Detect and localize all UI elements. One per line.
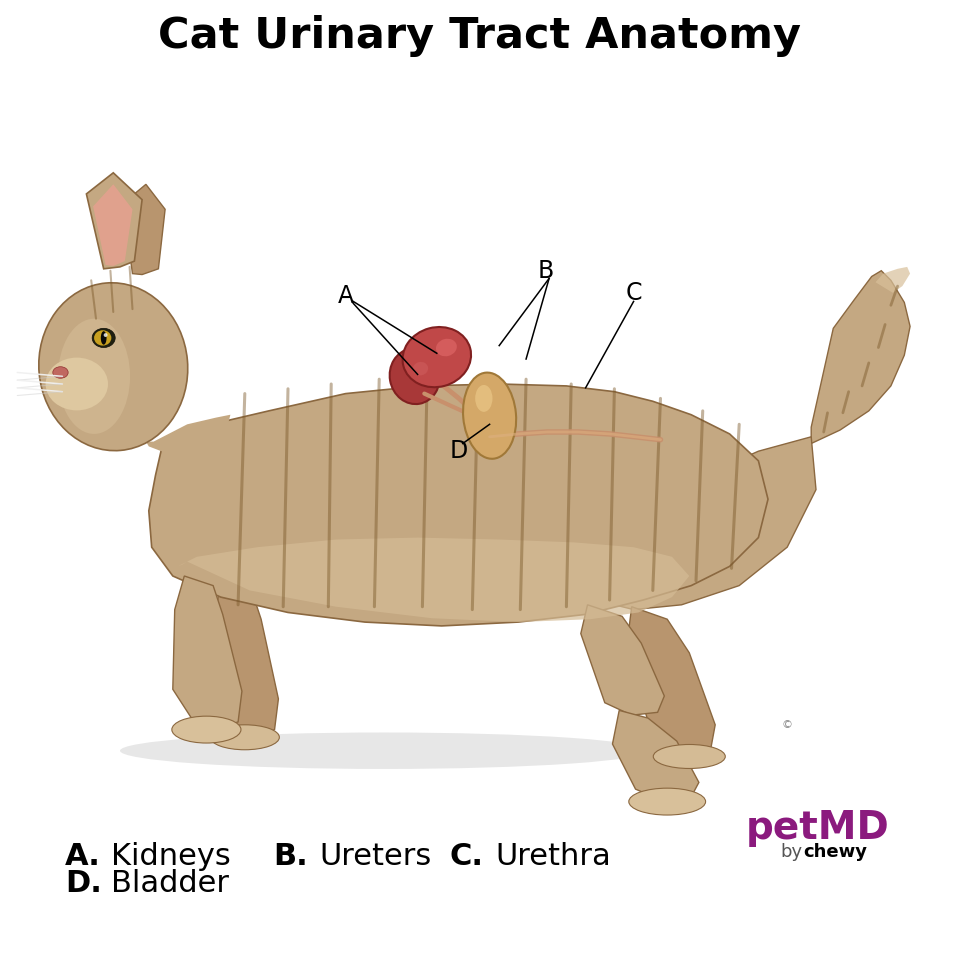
Polygon shape xyxy=(626,607,715,756)
Text: ©: © xyxy=(781,720,793,730)
Polygon shape xyxy=(149,384,768,626)
Text: C.: C. xyxy=(449,842,483,871)
Ellipse shape xyxy=(402,327,471,387)
Ellipse shape xyxy=(92,328,115,348)
Ellipse shape xyxy=(413,362,428,375)
Polygon shape xyxy=(86,173,142,269)
Polygon shape xyxy=(612,710,699,802)
Text: by: by xyxy=(780,844,803,861)
Text: petMD: petMD xyxy=(746,808,890,847)
Text: Kidneys: Kidneys xyxy=(111,842,231,871)
Text: B.: B. xyxy=(274,842,308,871)
Text: chewy: chewy xyxy=(804,844,867,861)
Ellipse shape xyxy=(120,732,648,769)
Polygon shape xyxy=(574,437,816,610)
Text: D.: D. xyxy=(65,869,102,898)
Ellipse shape xyxy=(463,372,516,459)
Ellipse shape xyxy=(475,385,492,412)
Ellipse shape xyxy=(101,331,107,345)
Text: Ureters: Ureters xyxy=(320,842,432,871)
Ellipse shape xyxy=(104,333,108,337)
Polygon shape xyxy=(876,267,910,293)
Text: Cat Urinary Tract Anatomy: Cat Urinary Tract Anatomy xyxy=(158,14,802,57)
Ellipse shape xyxy=(94,330,111,346)
Polygon shape xyxy=(146,415,230,453)
Ellipse shape xyxy=(172,716,241,743)
Polygon shape xyxy=(178,538,689,622)
Ellipse shape xyxy=(210,725,279,750)
Text: A: A xyxy=(338,284,353,308)
Text: D: D xyxy=(449,440,468,464)
Polygon shape xyxy=(581,605,664,715)
Text: Urethra: Urethra xyxy=(495,842,612,871)
Ellipse shape xyxy=(390,348,440,404)
Ellipse shape xyxy=(436,339,457,356)
Ellipse shape xyxy=(653,745,726,768)
Polygon shape xyxy=(93,184,132,266)
Polygon shape xyxy=(213,581,278,737)
Polygon shape xyxy=(173,576,242,728)
Text: C: C xyxy=(625,281,642,305)
Ellipse shape xyxy=(629,788,706,815)
Ellipse shape xyxy=(38,283,188,450)
Ellipse shape xyxy=(53,367,68,378)
Text: Bladder: Bladder xyxy=(111,869,229,898)
Ellipse shape xyxy=(58,319,130,434)
Polygon shape xyxy=(811,271,910,444)
Ellipse shape xyxy=(45,358,108,411)
Text: A.: A. xyxy=(65,842,101,871)
Polygon shape xyxy=(123,184,165,275)
Text: B: B xyxy=(538,259,553,282)
